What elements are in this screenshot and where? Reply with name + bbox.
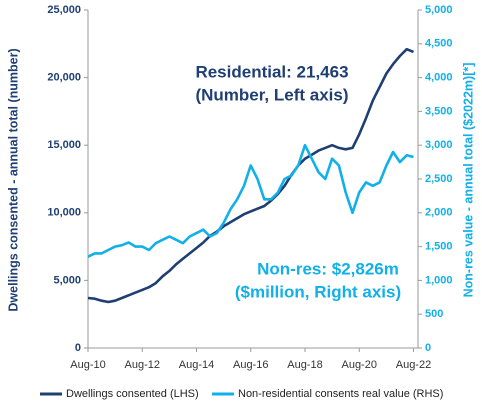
x-tick-label: Aug-14 <box>179 359 214 371</box>
annotation: Residential: 21,463 <box>195 62 348 81</box>
y-tick-label: 10,000 <box>47 207 81 219</box>
y2-tick-label: 4,500 <box>425 38 453 50</box>
legend-label: Dwellings consented (LHS) <box>66 388 199 400</box>
y2-tick-label: 1,000 <box>425 274 453 286</box>
series-line <box>87 47 414 304</box>
y2-tick-label: 0 <box>425 342 431 354</box>
y-tick-label: 15,000 <box>47 139 81 151</box>
x-tick-label: Aug-10 <box>70 359 105 371</box>
x-tick-label: Aug-12 <box>125 359 160 371</box>
x-tick-label: Aug-16 <box>233 359 268 371</box>
y-tick-label: 5,000 <box>53 274 81 286</box>
annotation: ($million, Right axis) <box>235 282 401 301</box>
y-tick-label: 0 <box>75 342 81 354</box>
y2-tick-label: 2,000 <box>425 207 453 219</box>
annotation: Non-res: $2,826m <box>257 259 399 278</box>
x-tick-label: Aug-22 <box>396 359 431 371</box>
y2-tick-label: 3,500 <box>425 105 453 117</box>
y2-tick-label: 5,000 <box>425 4 453 16</box>
y2-tick-label: 3,000 <box>425 139 453 151</box>
y2-tick-label: 4,000 <box>425 72 453 84</box>
annotation: (Number, Left axis) <box>195 85 348 104</box>
legend-label: Non-residential consents real value (RHS… <box>238 388 443 400</box>
y-axis-title: Dwellings consented - annual total (numb… <box>6 48 20 311</box>
y2-tick-label: 2,500 <box>425 173 453 185</box>
x-tick-label: Aug-20 <box>341 359 376 371</box>
x-tick-label: Aug-18 <box>287 359 322 371</box>
y2-tick-label: 500 <box>425 308 443 320</box>
y2-axis-title: Non-res value - annual total ($2022m)[*] <box>461 63 475 298</box>
y2-tick-label: 1,500 <box>425 241 453 253</box>
y-tick-label: 25,000 <box>47 4 81 16</box>
series-line <box>87 143 414 258</box>
y-tick-label: 20,000 <box>47 72 81 84</box>
